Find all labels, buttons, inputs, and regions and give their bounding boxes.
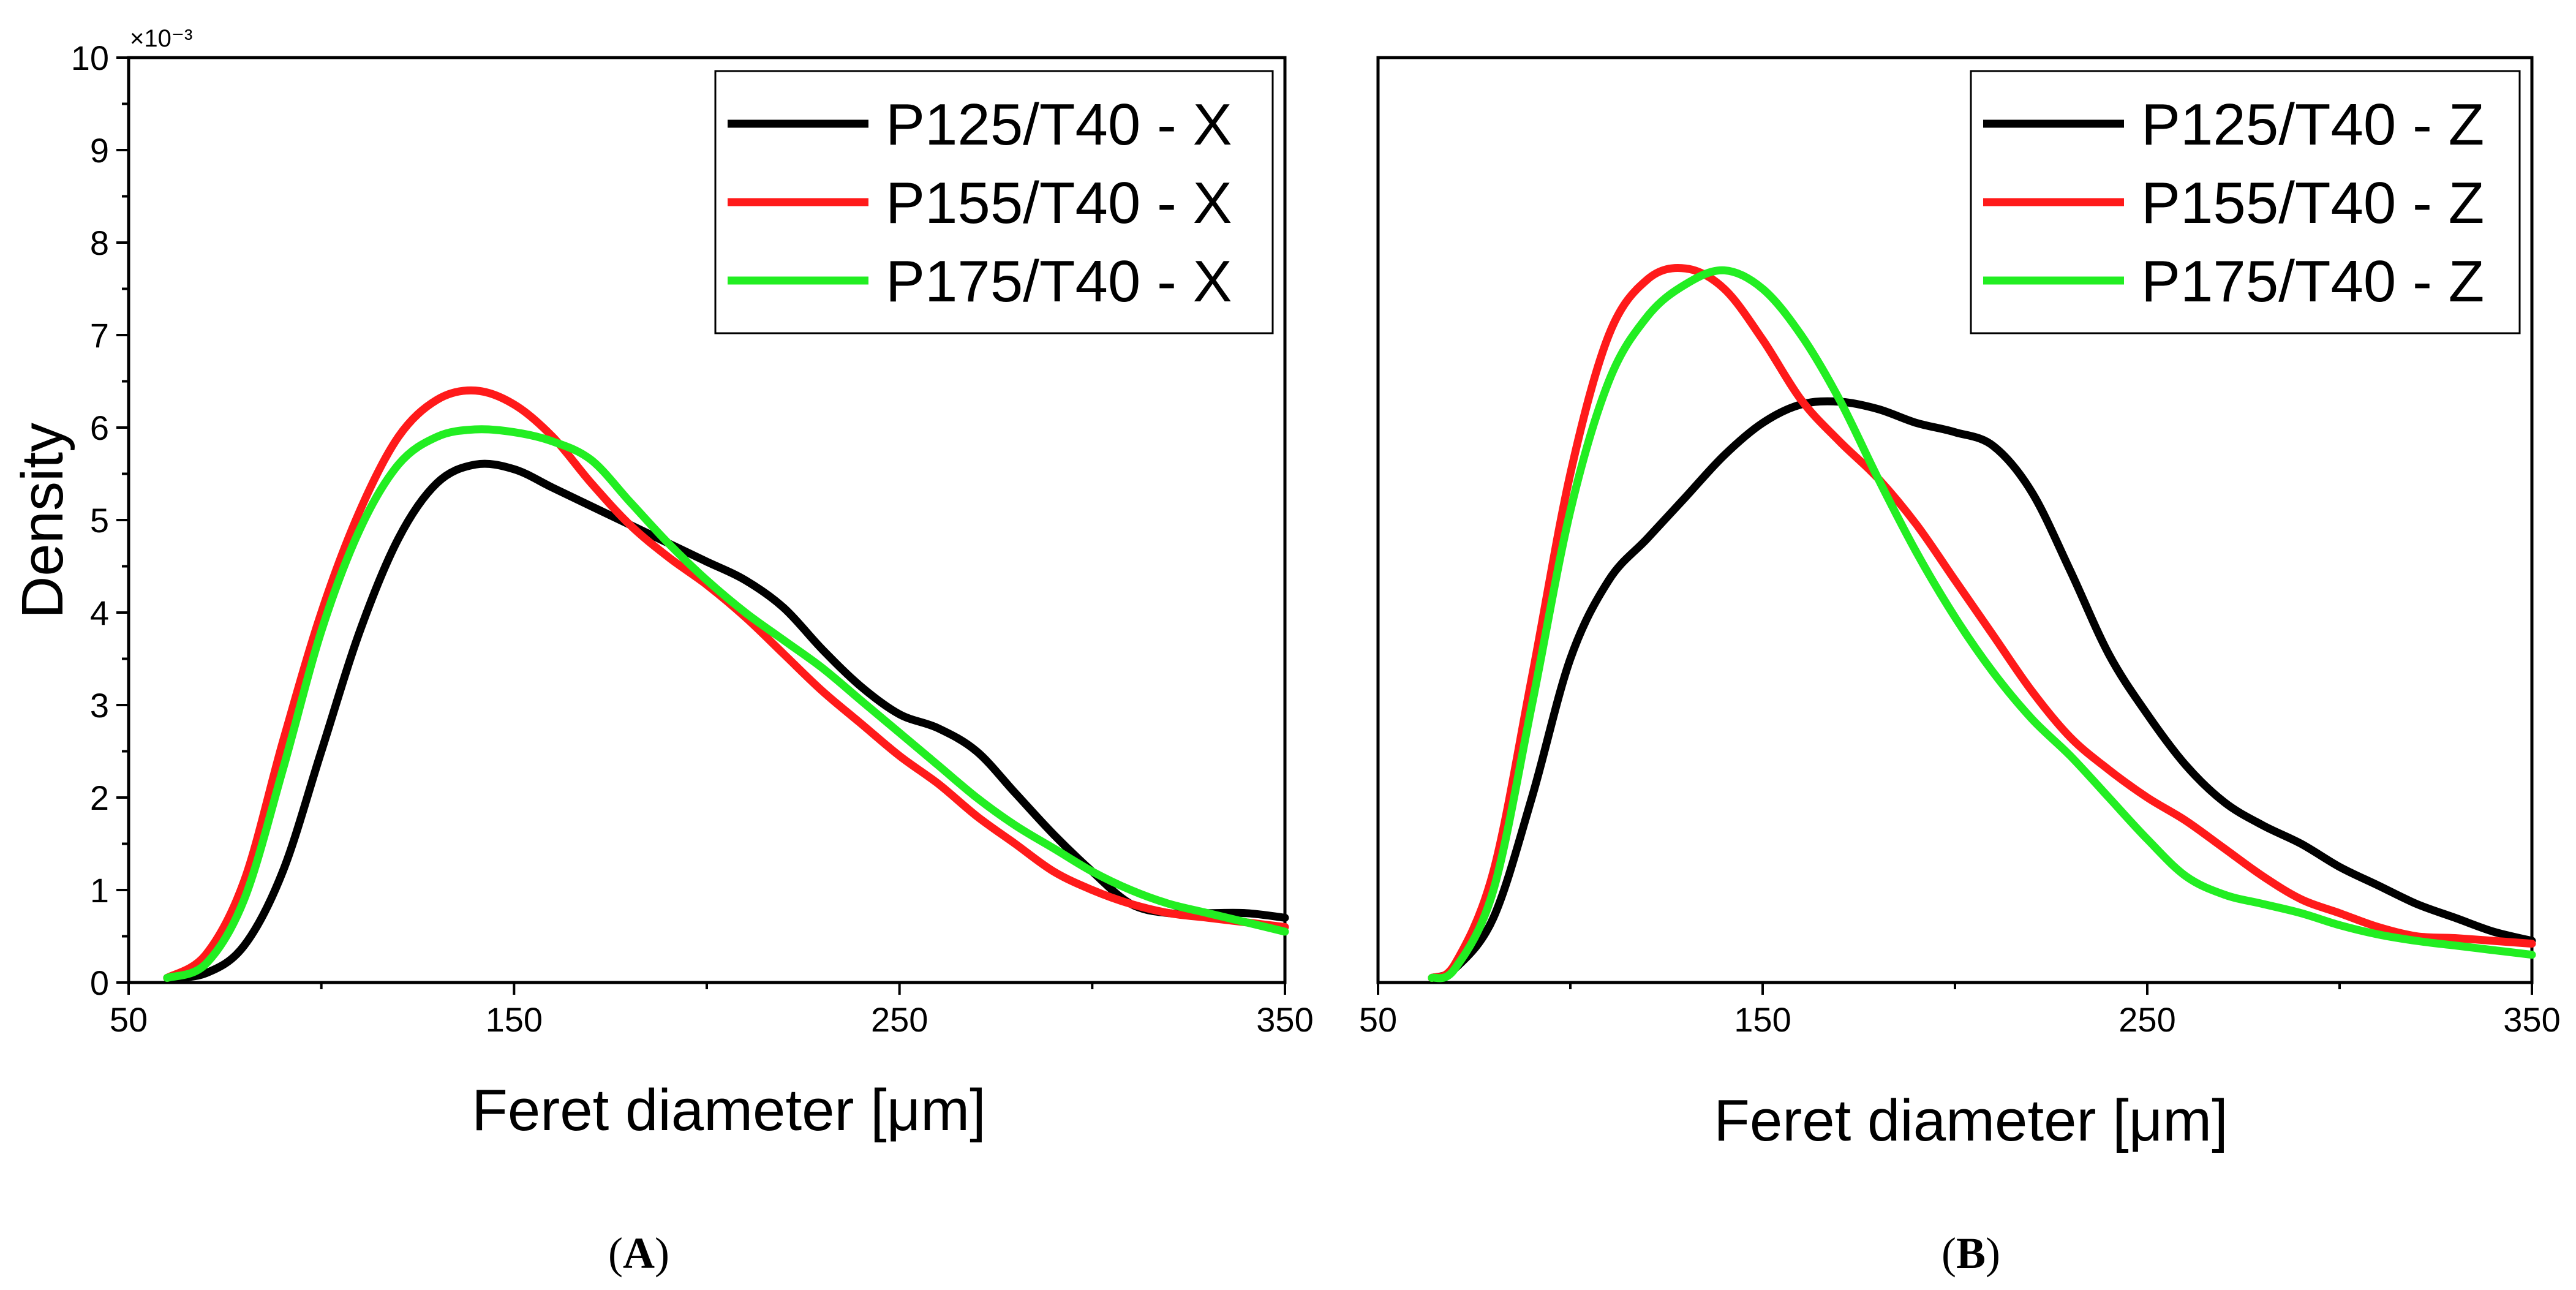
panel-a-y-tick-label: 0: [90, 964, 109, 1002]
panel-b-chart: 50 150 250 350 P125/T40 - Z P155/T40 - Z P175…: [1359, 56, 2561, 1278]
panel-a-y-axis: 0 1 2 3 4 5 6 7 8 9 10: [71, 39, 129, 1002]
panel-a-x-tick-label: 50: [110, 1000, 148, 1039]
panel-a-series-line: [163, 425, 1289, 982]
panel-a-y-tick-label: 1: [90, 871, 109, 910]
panel-a-x-tick-label: 150: [486, 1000, 543, 1039]
panel-a-y-tick-label: 9: [90, 131, 109, 170]
panel-a-y-scale-label: ×10⁻³: [130, 25, 192, 52]
panel-b-legend-label: P155/T40 - Z: [2141, 170, 2484, 236]
panel-a-y-tick-label: 4: [90, 594, 109, 632]
panel-a-x-tick-label: 250: [871, 1000, 928, 1039]
panel-b-series-line: [1428, 266, 2536, 983]
panel-b-label: (B): [1941, 1229, 2000, 1278]
panel-a-y-tick-label: 3: [90, 686, 109, 725]
panel-a-legend-label: P175/T40 - X: [886, 249, 1232, 314]
panel-b-x-tick-label: 150: [1734, 1000, 1791, 1039]
panel-b-series-line: [1428, 263, 2536, 982]
panel-a-y-tick-label: 8: [90, 224, 109, 262]
panel-b-legend-label: P175/T40 - Z: [2141, 249, 2484, 314]
panel-a-series-line: [163, 386, 1289, 982]
panel-a-legend: P125/T40 - X P155/T40 - X P175/T40 - X: [728, 92, 1232, 314]
panel-a-x-axis-title: Feret diameter [μm]: [472, 1077, 986, 1143]
panel-b-x-tick-label: 250: [2118, 1000, 2175, 1039]
panel-b-series-line: [1428, 397, 2536, 982]
panel-a-chart: 50 150 250 350 0 1 2 3 4 5 6 7 8 9 10 ×10⁻³ P125/T40 …: [10, 25, 1314, 1278]
panel-a-y-tick-label: 5: [90, 501, 109, 540]
panel-a-y-axis-title: Density: [10, 423, 75, 619]
panel-b-series-group: [1428, 263, 2536, 983]
panel-b-legend-label: P125/T40 - Z: [2141, 92, 2484, 157]
panel-a-label: (A): [608, 1229, 669, 1278]
panel-b-x-tick-label: 50: [1359, 1000, 1397, 1039]
panel-a-series-group: [163, 386, 1289, 982]
panel-a-y-tick-label: 10: [71, 39, 109, 77]
panel-b-x-axis: 50 150 250 350: [1359, 983, 2561, 1039]
panel-b-x-tick-label: 350: [2503, 1000, 2560, 1039]
panel-a-x-tick-label: 350: [1256, 1000, 1313, 1039]
panel-a-legend-label: P155/T40 - X: [886, 170, 1232, 236]
panel-a-y-tick-label: 6: [90, 409, 109, 447]
panel-b-legend: P125/T40 - Z P155/T40 - Z P175/T40 - Z: [1983, 92, 2484, 314]
panel-b-x-axis-title: Feret diameter [μm]: [1714, 1088, 2228, 1153]
panel-a-y-tick-label: 7: [90, 316, 109, 355]
panel-a-legend-label: P125/T40 - X: [886, 92, 1232, 157]
panel-a-x-axis: 50 150 250 350: [110, 983, 1314, 1039]
panel-a-y-tick-label: 2: [90, 779, 109, 817]
